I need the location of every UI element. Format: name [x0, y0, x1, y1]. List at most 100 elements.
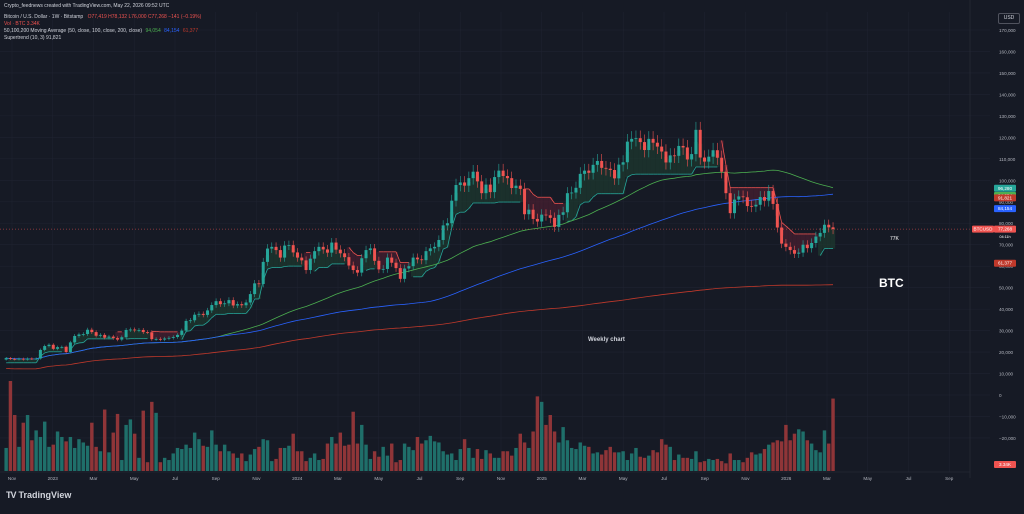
- volume-bar: [22, 423, 25, 471]
- volume-bar: [403, 444, 406, 471]
- candle-body: [425, 251, 428, 260]
- candle-body: [720, 158, 723, 172]
- price-tick-label: 10,000: [999, 372, 1013, 377]
- volume-bar: [129, 419, 132, 471]
- candle-body: [99, 335, 102, 336]
- volume-bar: [827, 444, 830, 471]
- volume-bar: [686, 458, 689, 471]
- price-tick-label: 170,000: [999, 28, 1016, 33]
- candle-body: [305, 260, 308, 270]
- volume-bar: [227, 451, 230, 471]
- volume-bar: [544, 425, 547, 471]
- candle-body: [759, 197, 762, 205]
- candle-body: [455, 185, 458, 201]
- symbol-name[interactable]: Bitcoin / U.S. Dollar · 1W · Bitstamp: [4, 14, 83, 20]
- candle-body: [129, 330, 132, 331]
- supertrend-legend[interactable]: Supertrend (10, 3) 91,821: [4, 35, 61, 42]
- candle-body: [587, 171, 590, 173]
- candle-body: [313, 251, 316, 259]
- supertrend-label[interactable]: Supertrend (10, 3) 91,821: [4, 35, 61, 41]
- time-tick-label: Nov: [252, 476, 261, 481]
- candle-body: [557, 215, 560, 227]
- volume-bar: [189, 448, 192, 471]
- candle-body: [189, 320, 192, 321]
- volume-bar: [369, 459, 372, 471]
- candle-body: [750, 206, 753, 207]
- candle-body: [292, 245, 295, 252]
- time-tick-label: 2024: [292, 476, 303, 481]
- volume-bar: [553, 431, 556, 471]
- volume-bar: [579, 442, 582, 471]
- volume-bar: [309, 458, 312, 471]
- candle-body: [95, 332, 98, 336]
- price-label: 91,821: [998, 195, 1012, 200]
- volume-bar: [677, 455, 680, 471]
- candle-body: [669, 155, 672, 162]
- candle-body: [562, 212, 565, 215]
- candle-body: [287, 245, 290, 246]
- volume-bar: [797, 429, 800, 471]
- candle-body: [827, 225, 830, 228]
- volume-bar: [823, 430, 826, 471]
- volume-bar: [236, 458, 239, 471]
- candle-body: [819, 233, 822, 237]
- volume-bar: [459, 449, 462, 471]
- candle-body: [133, 330, 136, 331]
- volume-bar: [244, 461, 247, 471]
- candle-body: [656, 143, 659, 147]
- candle-body: [677, 146, 680, 156]
- volume-bar: [296, 451, 299, 471]
- volume-bar: [788, 440, 791, 471]
- symbol-title[interactable]: Bitcoin / U.S. Dollar · 1W · Bitstamp O7…: [4, 14, 201, 21]
- volume-bar: [304, 461, 307, 471]
- ma-legend[interactable]: 50,100,200 Moving Average (50, close, 10…: [4, 28, 198, 35]
- time-tick-label: May: [374, 476, 383, 481]
- volume-bar: [531, 431, 534, 471]
- volume-bar: [193, 433, 196, 471]
- volume-bar: [510, 456, 513, 471]
- volume-bar: [793, 434, 796, 471]
- volume-bar: [720, 461, 723, 471]
- candle-body: [69, 342, 72, 352]
- candle-body: [437, 240, 440, 247]
- volume-legend[interactable]: Vol · BTC 3.34K: [4, 21, 40, 28]
- candle-body: [330, 243, 333, 253]
- volume-bar: [150, 402, 153, 471]
- time-tick-label: Jul: [906, 476, 912, 481]
- volume-bar: [604, 450, 607, 471]
- tv-logo-icon: TV: [6, 490, 16, 500]
- candle-body: [356, 270, 359, 273]
- volume-bar: [339, 433, 342, 471]
- candle-body: [360, 258, 363, 272]
- candle-body: [664, 152, 667, 163]
- price-tick-label: 20,000: [999, 350, 1013, 355]
- candle-body: [373, 248, 376, 260]
- candle-body: [150, 332, 153, 339]
- volume-bar: [47, 447, 50, 471]
- volume-bar: [373, 451, 376, 471]
- candle-body: [403, 269, 406, 279]
- volume-bar: [232, 453, 235, 471]
- volume-bar: [746, 458, 749, 471]
- volume-bar: [94, 447, 97, 471]
- volume-bar: [313, 453, 316, 471]
- ma-label[interactable]: 50,100,200 Moving Average (50, close, 10…: [4, 28, 142, 34]
- candle-body: [167, 338, 170, 339]
- candle-body: [73, 336, 76, 342]
- price-tick-label: 140,000: [999, 92, 1016, 97]
- volume-bar: [831, 399, 834, 471]
- volume-bar: [266, 440, 269, 471]
- candle-body: [579, 174, 582, 188]
- candle-body: [802, 245, 805, 253]
- volume-bar: [703, 461, 706, 471]
- currency-selector[interactable]: USD: [998, 13, 1020, 24]
- brand-name: TradingView: [19, 490, 72, 500]
- candle-body: [583, 171, 586, 174]
- volume-label[interactable]: Vol · BTC 3.34K: [4, 21, 40, 27]
- volume-bar: [416, 437, 419, 471]
- candle-body: [326, 249, 329, 252]
- time-tick-label: May: [619, 476, 628, 481]
- time-tick-label: Nov: [741, 476, 750, 481]
